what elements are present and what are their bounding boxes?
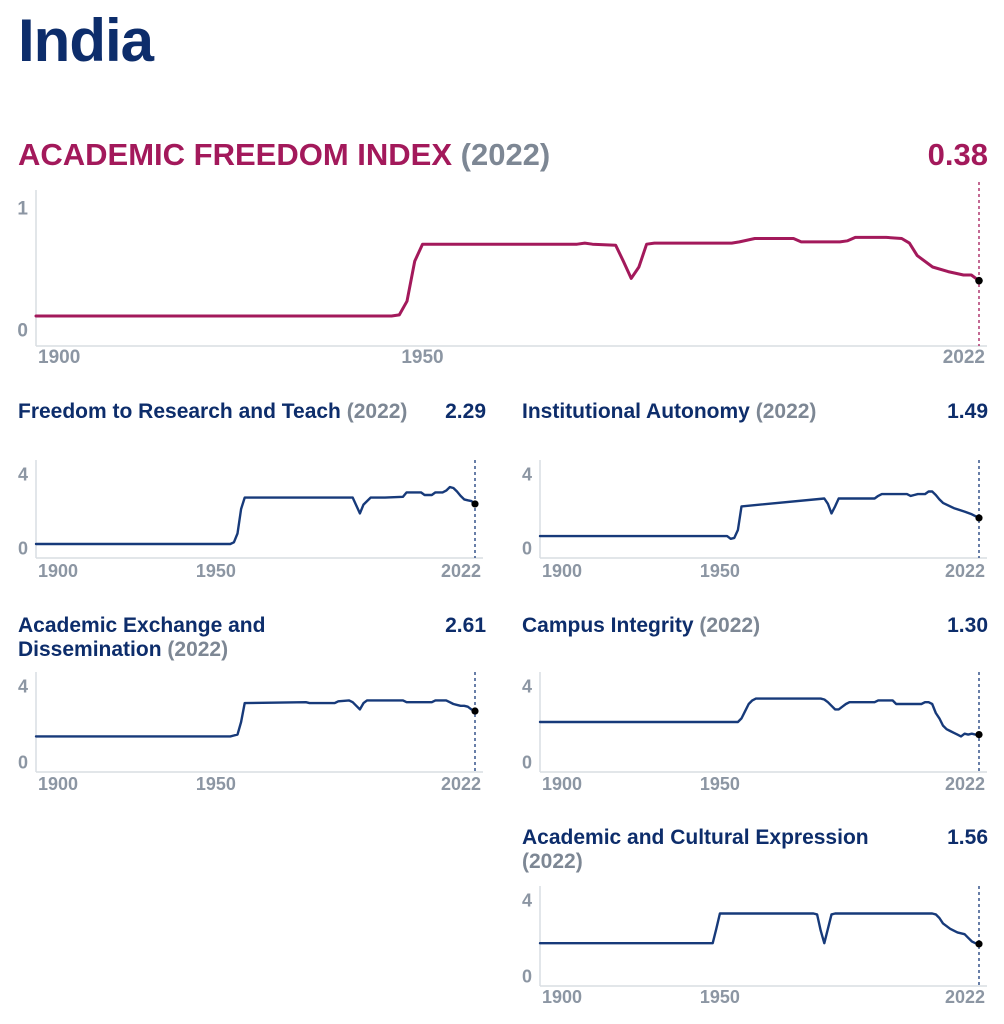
y-tick-label: 0 [18,752,28,772]
x-tick-label: 1950 [401,347,443,368]
x-tick-label: 1950 [700,987,740,1007]
y-tick-label: 1 [17,199,28,220]
chart-value-campus-integrity: 1.30 [947,614,988,637]
y-tick-label: 4 [522,676,532,696]
x-tick-label: 1900 [542,987,582,1007]
x-tick-label: 1900 [542,774,582,794]
series-line [34,235,981,318]
latest-value-point [471,707,479,715]
y-tick-label: 4 [18,464,28,484]
main-chart-year: (2022) [460,137,551,172]
x-tick-label: 2022 [441,561,481,581]
x-tick-label: 1900 [38,561,78,581]
chart-year-cultural-expression: (2022) [522,850,583,874]
chart-year-institutional-autonomy: (2022) [755,400,817,423]
x-tick-label: 2022 [943,347,985,368]
chart-value-institutional-autonomy: 1.49 [947,400,988,423]
chart-title-research-teach: Freedom to Research and Teach (2022) [18,400,418,424]
y-tick-label: 4 [18,676,28,696]
latest-value-point [471,500,479,508]
chart-value-academic-exchange: 2.61 [445,614,486,637]
series-line [538,912,981,946]
country-title: India [18,7,154,74]
chart-year-research-teach: (2022) [346,400,408,423]
chart-title-institutional-autonomy: Institutional Autonomy (2022) [522,400,922,424]
main-chart-title-text: ACADEMIC FREEDOM INDEX [18,137,453,172]
x-tick-label: 1950 [700,561,740,581]
chart-year-academic-exchange: (2022) [167,638,229,662]
series-line [538,697,981,738]
x-tick-label: 1900 [38,347,80,368]
y-tick-label: 0 [522,752,532,772]
main-chart-title: ACADEMIC FREEDOM INDEX (2022) [18,137,551,172]
chart-title-academic-exchange: Academic Exchange and Dissemination (202… [18,614,348,662]
x-tick-label: 1950 [196,561,236,581]
chart-title-cultural-expression: Academic and Cultural Expression (2022) [522,826,922,874]
chart-title-academic-exchange-text: Academic Exchange and Dissemination [18,614,266,662]
latest-value-point [975,940,983,948]
x-tick-label: 2022 [945,561,985,581]
x-tick-label: 2022 [441,774,481,794]
chart-title-institutional-autonomy-text: Institutional Autonomy [522,400,750,423]
x-tick-label: 1900 [542,561,582,581]
latest-value-point [975,731,983,739]
chart-title-campus-integrity: Campus Integrity (2022) [522,614,902,638]
series-line [34,485,477,546]
chart-title-campus-integrity-text: Campus Integrity [522,614,694,637]
chart-year-campus-integrity: (2022) [699,614,761,637]
y-tick-label: 0 [522,538,532,558]
y-tick-label: 4 [522,464,532,484]
main-chart-value: 0.38 [927,137,988,172]
latest-value-point [975,276,983,285]
x-tick-label: 1900 [38,774,78,794]
chart-research-teach: 4 0 1900 1950 2022 [18,460,483,581]
chart-academic-exchange: 4 0 1900 1950 2022 [18,672,483,794]
chart-academic-freedom-index: 1 0 1900 1950 2022 [17,182,987,368]
series-line [538,490,981,540]
x-tick-label: 2022 [945,774,985,794]
y-tick-label: 0 [522,966,532,986]
series-line [34,699,477,738]
chart-value-research-teach: 2.29 [445,400,486,423]
chart-value-cultural-expression: 1.56 [947,826,988,849]
chart-cultural-expression: 4 0 1900 1950 2022 [522,886,987,1007]
y-tick-label: 4 [522,890,532,910]
y-tick-label: 0 [17,321,28,342]
x-tick-label: 1950 [700,774,740,794]
x-tick-label: 1950 [196,774,236,794]
chart-title-research-teach-text: Freedom to Research and Teach [18,400,341,423]
chart-institutional-autonomy: 4 0 1900 1950 2022 [522,460,987,581]
latest-value-point [975,514,983,522]
chart-title-cultural-expression-text: Academic and Cultural Expression [522,826,869,849]
y-tick-label: 0 [18,538,28,558]
x-tick-label: 2022 [945,987,985,1007]
chart-campus-integrity: 4 0 1900 1950 2022 [522,672,987,794]
